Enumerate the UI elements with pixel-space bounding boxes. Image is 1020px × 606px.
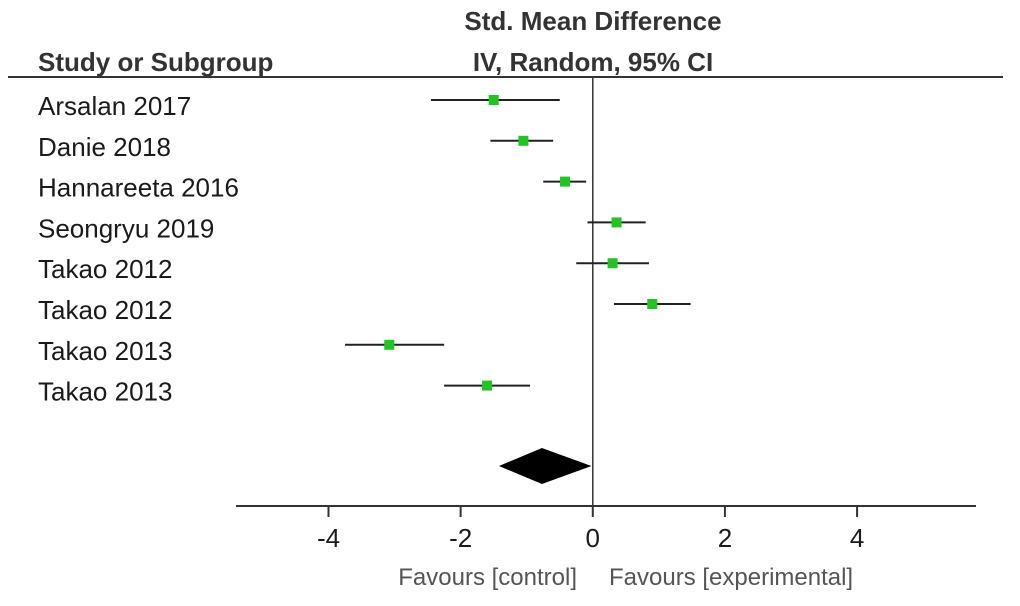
point-estimate [611, 217, 622, 228]
study-column-header: Study or Subgroup [38, 47, 273, 77]
favours-experimental-label: Favours [experimental] [609, 564, 853, 591]
study-rows: Arsalan 2017 Danie 2018 Hannareeta 2016 Seo… [38, 91, 691, 407]
study-label: Hannareeta 2016 [38, 173, 239, 203]
x-axis-ticks: -4 -2 0 2 4 [317, 506, 864, 553]
point-estimate [647, 299, 658, 309]
point-estimate [560, 176, 571, 187]
study-row: Takao 2012 [38, 295, 691, 325]
study-label: Arsalan 2017 [38, 91, 191, 121]
point-estimate [518, 135, 529, 146]
x-tick-label: -4 [317, 523, 340, 553]
study-row: Takao 2012 [38, 254, 649, 284]
study-row: Arsalan 2017 [38, 91, 560, 121]
study-row: Hannareeta 2016 [38, 173, 587, 203]
study-row: Seongryu 2019 [38, 213, 646, 243]
study-label: Takao 2012 [38, 295, 172, 325]
point-estimate [607, 258, 618, 269]
study-row: Takao 2013 [38, 377, 531, 407]
x-tick-label: 4 [850, 523, 864, 553]
pooled-estimate-diamond [498, 448, 592, 484]
study-label: Takao 2012 [38, 254, 172, 284]
point-estimate [384, 339, 395, 350]
study-label: Takao 2013 [38, 336, 172, 366]
x-tick-label: 0 [586, 523, 600, 553]
effect-title: Std. Mean Difference [464, 6, 721, 36]
study-label: Seongryu 2019 [38, 213, 214, 243]
point-estimate [482, 380, 493, 391]
point-estimate [488, 95, 499, 105]
x-tick-label: 2 [718, 523, 732, 553]
x-tick-label: -2 [449, 523, 472, 553]
study-label: Danie 2018 [38, 132, 171, 162]
study-label: Takao 2013 [38, 377, 172, 407]
study-row: Takao 2013 [38, 336, 445, 366]
study-row: Danie 2018 [38, 132, 554, 162]
effect-method: IV, Random, 95% CI [473, 47, 713, 77]
favours-control-label: Favours [control] [398, 564, 577, 591]
